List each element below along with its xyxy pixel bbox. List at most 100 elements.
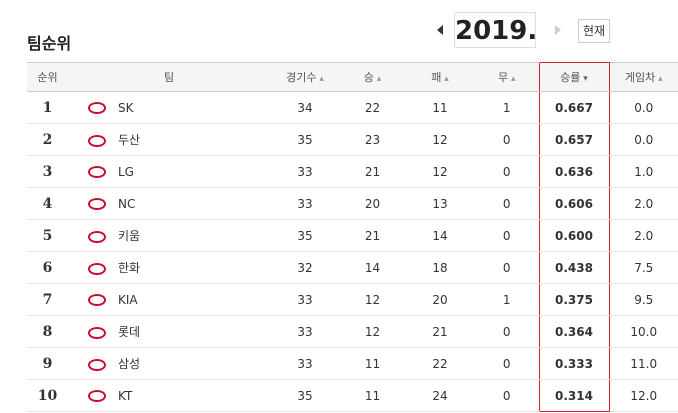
column-header[interactable]: 게임차 [609,62,678,92]
cell: 21 [340,219,405,252]
cell: 1 [27,91,68,124]
cell: 11 [340,347,405,380]
cell: 3 [27,155,68,188]
team-logo [88,262,106,275]
cell: 2.0 [609,187,678,220]
cell: 12 [340,283,405,316]
cell: 0.375 [538,283,610,316]
column-header[interactable]: 승 [340,62,405,92]
next-year[interactable] [555,25,561,35]
cell: 24 [405,379,475,412]
cell: 9 [27,347,68,380]
cell: 12 [340,315,405,348]
cell: 6 [27,251,68,284]
team-cell: 롯데 [68,315,270,348]
cell: 33 [270,155,340,188]
team-cell: NC [68,187,270,220]
cell: 13 [405,187,475,220]
cell: 0 [475,251,539,284]
team-cell: KT [68,379,270,412]
team-row: 10 KT 35 11 24 0 0.314 12.0 [27,379,678,412]
team-cell: KIA [68,283,270,316]
cell: 23 [340,123,405,156]
team-name: SK [118,100,134,115]
team-row: 4 NC 33 20 13 0 0.606 2.0 [27,187,678,220]
cell: 10 [27,379,68,412]
column-header[interactable]: 패 [405,62,475,92]
team-name: 삼성 [118,357,141,371]
team-cell: 키움 [68,219,270,252]
team-logo [88,102,106,114]
current-button[interactable]: 현재 [578,19,610,43]
cell: 1.0 [609,155,678,188]
cell: 12 [405,123,475,156]
team-logo [88,294,106,306]
cell: 33 [270,283,340,316]
cell: 0.364 [538,315,610,348]
team-cell: SK [68,91,270,124]
cell: 2.0 [609,219,678,252]
cell: 0.438 [538,251,610,284]
standings-table: 순위팀경기수승패무승률게임차 1SK34221110.6670.02두산3523… [27,62,678,412]
year: 2019. [454,12,537,48]
cell: 33 [270,187,340,220]
cell: 0.314 [538,379,610,412]
cell: 0 [475,315,539,348]
column-header[interactable]: 승률 [538,62,610,92]
team-logo [88,134,106,147]
column-header: 팀 [68,62,270,92]
team-cell: LG [68,155,270,188]
cell: 0.657 [538,123,610,156]
cell: 0 [475,187,539,220]
column-header: 순위 [27,62,68,92]
table-body: 1 SK 34 22 11 1 0.667 0.0 2 두산 35 23 12 0 0.657 0.0 3 LG 3… [27,91,678,412]
cell: 34 [270,91,340,124]
team-row: 7 KIA 33 12 20 1 0.375 9.5 [27,283,678,316]
cell: 21 [405,315,475,348]
cell: 0 [475,219,539,252]
team-logo [88,198,106,210]
cell: 1 [475,91,539,124]
team-name: KT [118,388,133,403]
team-name: 키움 [118,229,141,243]
cell: 9.5 [609,283,678,316]
team-name: NC [118,196,136,211]
cell: 12.0 [609,379,678,412]
cell: 0 [475,379,539,412]
column-header[interactable]: 무 [475,62,539,92]
team-row: 9 삼성 33 11 22 0 0.333 11.0 [27,347,678,380]
team-row: 5 키움 35 21 14 0 0.600 2.0 [27,219,678,252]
cell: 12 [405,155,475,188]
team-cell: 두산 [68,123,270,156]
team-name: 한화 [118,261,141,275]
page-title: 팀순위 [27,34,72,53]
cell: 33 [270,347,340,380]
cell: 0.0 [609,91,678,124]
cell: 0 [475,347,539,380]
prev-year[interactable] [437,25,443,35]
team-name: 두산 [118,133,141,147]
cell: 0.333 [538,347,610,380]
cell: 14 [340,251,405,284]
team-name: KIA [118,292,138,307]
column-header[interactable]: 경기수 [270,62,340,92]
team-logo [88,390,106,402]
team-logo [88,358,106,371]
cell: 0.667 [538,91,610,124]
team-name: LG [118,164,134,179]
team-name: 롯데 [118,325,141,339]
team-row: 2 두산 35 23 12 0 0.657 0.0 [27,123,678,156]
team-logo [88,166,106,178]
cell: 1 [475,283,539,316]
team-row: 3 LG 33 21 12 0 0.636 1.0 [27,155,678,188]
cell: 35 [270,379,340,412]
team-row: 6 한화 32 14 18 0 0.438 7.5 [27,251,678,284]
cell: 0 [475,155,539,188]
cell: 0.600 [538,219,610,252]
cell: 0.606 [538,187,610,220]
cell: 2 [27,123,68,156]
team-logo [88,230,106,243]
cell: 14 [405,219,475,252]
cell: 11.0 [609,347,678,380]
cell: 21 [340,155,405,188]
